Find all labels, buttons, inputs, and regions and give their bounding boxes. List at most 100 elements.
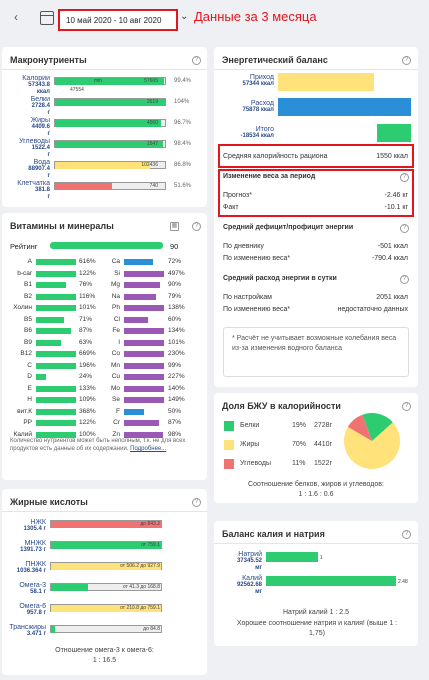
card-title: Макронутриенты bbox=[10, 55, 87, 65]
mineral-bar bbox=[124, 431, 164, 438]
back-arrow-icon[interactable]: ‹ bbox=[14, 10, 18, 24]
macro-percent: 99.4% bbox=[174, 78, 192, 84]
vitamin-label: B1 bbox=[24, 281, 32, 288]
fatty-acid-label: ПНЖК 1036.364 г bbox=[16, 561, 46, 574]
pie-slice bbox=[347, 414, 372, 441]
mineral-percent: 149% bbox=[168, 396, 185, 403]
help-icon[interactable]: ? bbox=[400, 275, 409, 284]
avg-calorie-label: Средняя калорийность рациона bbox=[223, 153, 328, 160]
help-icon[interactable]: ? bbox=[192, 222, 201, 231]
help-icon[interactable]: ? bbox=[400, 173, 409, 182]
expense-bar bbox=[278, 98, 411, 116]
avg-calorie-value: 1550 ккал bbox=[376, 153, 408, 160]
mineral-percent: 140% bbox=[168, 384, 185, 392]
mineral-percent: 79% bbox=[168, 292, 182, 300]
vitamin-label: PP bbox=[23, 419, 32, 426]
fatty-acid-bar-fill bbox=[51, 521, 161, 528]
kna-ratio-label: Натрий калий 1 : 2.5 bbox=[282, 609, 350, 616]
vitamin-bar bbox=[36, 351, 76, 357]
mineral-label: Mo bbox=[110, 384, 120, 392]
macro-bar-fill bbox=[55, 120, 162, 127]
bju-name: Белки bbox=[240, 422, 260, 429]
mineral-label: Cl bbox=[113, 315, 120, 323]
mineral-percent: 90% bbox=[168, 281, 182, 288]
vitamin-label: C bbox=[27, 361, 32, 369]
help-icon[interactable]: ? bbox=[402, 402, 411, 411]
vitamin-bar bbox=[36, 293, 76, 300]
annotation-text: Данные за 3 месяца bbox=[194, 9, 317, 24]
forecast-value: -2.46 кг bbox=[384, 192, 408, 199]
fatty-acid-bar-fill bbox=[51, 605, 161, 612]
mineral-bar bbox=[124, 362, 164, 369]
macro-bar-fill bbox=[55, 162, 151, 169]
mineral-bar bbox=[124, 374, 164, 380]
macro-norm-value: 57665 bbox=[144, 78, 158, 84]
mineral-label: Na bbox=[111, 292, 120, 300]
vitamin-label: A bbox=[27, 258, 32, 265]
fatty-acid-bar-fill bbox=[51, 584, 89, 591]
mineral-bar bbox=[124, 282, 160, 288]
macro-label: Вода 88907.4 г bbox=[28, 159, 50, 179]
top-bar: ‹ 10 май 2020 - 10 авг 2020 ⌄ Данные за … bbox=[0, 0, 429, 38]
help-icon[interactable]: ? bbox=[400, 224, 409, 233]
fatty-acid-norm: от 759.1 bbox=[141, 542, 160, 548]
macro-percent: 98.4% bbox=[174, 141, 192, 147]
macro-percent: 96.7% bbox=[174, 120, 192, 126]
help-icon[interactable]: ? bbox=[402, 56, 411, 65]
mineral-bar bbox=[124, 420, 159, 426]
mineral-bar bbox=[124, 408, 144, 415]
settings-label: По настройкам bbox=[223, 294, 272, 301]
calendar-icon[interactable] bbox=[40, 11, 54, 25]
forecast-label: Прогноз* bbox=[223, 192, 252, 199]
weight-change-highlight bbox=[218, 169, 414, 217]
vitamin-percent: 196% bbox=[79, 361, 96, 369]
mineral-label: F bbox=[116, 407, 120, 415]
fatty-acid-label: МНЖК 1391.73 г bbox=[20, 540, 46, 553]
mineral-percent: 87% bbox=[168, 419, 182, 426]
kna-bar bbox=[266, 552, 318, 562]
spend-title: Средний расход энергии в сутки bbox=[223, 275, 337, 282]
help-icon[interactable]: ? bbox=[192, 56, 201, 65]
chevron-down-icon[interactable]: ⌄ bbox=[180, 11, 189, 22]
diary-label: По дневнику bbox=[223, 243, 264, 250]
deficit-title: Средний дефицит/профицит энергии bbox=[223, 224, 354, 231]
bju-name: Углеводы bbox=[240, 460, 272, 467]
macro-sub-value: 47554 bbox=[70, 87, 84, 93]
pie-slice bbox=[344, 422, 400, 469]
mineral-percent: 60% bbox=[168, 315, 182, 323]
mineral-label: Cu bbox=[111, 373, 120, 380]
mineral-label: I bbox=[118, 338, 120, 346]
omega-ratio-label: Отношение омега-3 к омега-6: bbox=[55, 647, 154, 654]
vitamin-percent: 101% bbox=[79, 304, 96, 311]
mineral-label: Fe bbox=[112, 327, 120, 334]
income-label: Приход 57344 ккал bbox=[242, 74, 274, 87]
mineral-percent: 72% bbox=[168, 258, 182, 265]
vitamin-percent: 133% bbox=[79, 384, 96, 392]
kna-bar bbox=[266, 576, 396, 586]
bju-percent: 19% bbox=[292, 422, 307, 429]
more-link[interactable]: Подробнее... bbox=[130, 446, 167, 452]
vitamin-bar bbox=[36, 385, 76, 392]
bju-ratio-value: 1 : 1.6 : 0.6 bbox=[298, 491, 334, 498]
help-icon[interactable]: ? bbox=[402, 530, 411, 539]
mineral-percent: 98% bbox=[168, 430, 182, 438]
grid-view-icon[interactable]: ▦ bbox=[170, 222, 179, 231]
card-title: Энергетический баланс bbox=[222, 55, 328, 65]
card-title: Жирные кислоты bbox=[10, 497, 88, 507]
mineral-label: Ph bbox=[112, 304, 120, 311]
rating-bar bbox=[50, 242, 163, 249]
bju-grams: 4410г bbox=[314, 441, 333, 448]
macro-label: Клетчатка 381.8 г bbox=[17, 180, 50, 200]
mineral-bar bbox=[124, 305, 164, 311]
omega-ratio-value: 1 : 16.5 bbox=[92, 657, 117, 664]
macro-label: Белки 2728.4 г bbox=[30, 96, 50, 116]
vitamin-label: b-car bbox=[17, 269, 32, 277]
macro-min-label: min bbox=[94, 78, 103, 84]
vitamin-bar bbox=[36, 316, 65, 323]
vitamin-percent: 76% bbox=[79, 281, 93, 288]
vitamin-label: Холин bbox=[13, 304, 32, 311]
fact-value: -10.1 кг bbox=[384, 204, 408, 211]
date-range-picker[interactable]: 10 май 2020 - 10 авг 2020 bbox=[58, 9, 178, 31]
macro-label: Углеводы 1522.4 г bbox=[18, 138, 50, 158]
help-icon[interactable]: ? bbox=[192, 498, 201, 507]
